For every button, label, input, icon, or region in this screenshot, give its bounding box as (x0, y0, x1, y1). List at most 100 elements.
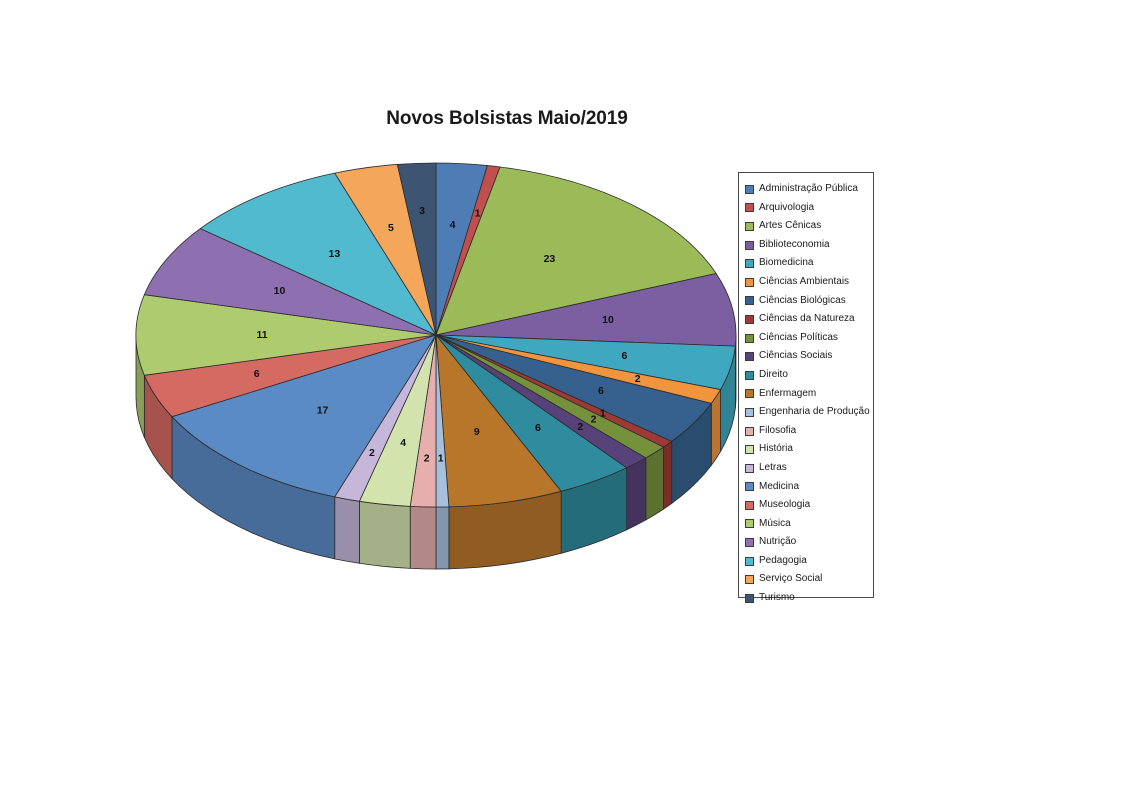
legend-item[interactable]: Nutrição (745, 533, 873, 552)
legend-item[interactable]: História (745, 440, 873, 459)
pie-slice-side (645, 446, 664, 521)
legend-item-label: Ciências Ambientais (759, 275, 850, 287)
pie-slice-value-label: 6 (254, 368, 260, 380)
legend-color-swatch (745, 203, 754, 213)
legend-color-swatch (745, 407, 754, 417)
pie-slice[interactable] (143, 228, 437, 336)
legend-color-swatch (745, 575, 754, 585)
legend-item-label: Música (759, 517, 791, 529)
legend-item[interactable]: Engenharia de Produção (745, 403, 873, 422)
pie-slice-side (626, 457, 647, 531)
legend-item[interactable]: Biomedicina (745, 254, 873, 273)
legend-color-swatch (745, 426, 754, 436)
pie-slice-value-label: 2 (424, 453, 430, 465)
legend-item[interactable]: Artes Cênicas (745, 217, 873, 236)
pie-slice-value-label: 10 (274, 285, 286, 297)
legend-item-label: Engenharia de Produção (759, 406, 870, 418)
pie-slice-value-label: 23 (544, 253, 556, 265)
pie-slice-value-label: 10 (602, 314, 614, 326)
legend-color-swatch (745, 259, 754, 269)
pie-slice[interactable] (435, 166, 717, 336)
pie-slice-value-label: 5 (388, 222, 394, 234)
legend-item[interactable]: Turismo (745, 589, 873, 608)
legend-color-swatch (745, 519, 754, 529)
legend-item[interactable]: Ciências Políticas (745, 329, 873, 348)
pie-slice-value-label: 6 (621, 350, 627, 362)
legend-item[interactable]: Ciências Sociais (745, 347, 873, 366)
pie-slice-side (663, 440, 673, 510)
pie-slice[interactable] (435, 273, 737, 347)
legend-item-label: Arquivologia (759, 201, 815, 213)
pie-slice[interactable] (199, 172, 438, 336)
legend-color-swatch (745, 389, 754, 399)
legend-item-label: Ciências Políticas (759, 331, 838, 343)
legend-color-swatch (745, 463, 754, 473)
legend-item[interactable]: Música (745, 515, 873, 534)
pie-slice[interactable] (396, 162, 437, 336)
legend-color-swatch (745, 538, 754, 548)
legend-item-label: História (759, 443, 793, 455)
legend-item-label: Direito (759, 368, 788, 380)
pie-slice-value-label: 4 (450, 219, 456, 231)
legend-item-label: Artes Cênicas (759, 220, 822, 232)
legend-color-swatch (745, 556, 754, 566)
legend-item[interactable]: Administração Pública (745, 180, 873, 199)
pie-slice-side (358, 500, 411, 569)
pie-slice-value-label: 13 (328, 248, 340, 260)
legend-item-label: Ciências Sociais (759, 350, 833, 362)
legend-item-label: Pedagogia (759, 554, 807, 566)
pie-slice-value-label: 1 (438, 453, 444, 465)
legend-item[interactable]: Ciências Biológicas (745, 292, 873, 311)
legend-item-label: Medicina (759, 480, 800, 492)
legend-item[interactable]: Medicina (745, 478, 873, 497)
legend-item[interactable]: Museologia (745, 496, 873, 515)
pie-slice-value-label: 3 (419, 205, 425, 217)
pie-slice[interactable] (171, 334, 437, 498)
pie-slice-value-label: 2 (369, 447, 375, 459)
legend-color-swatch (745, 184, 754, 194)
pie-slice-value-label: 9 (474, 426, 480, 438)
legend-item[interactable]: Enfermagem (745, 385, 873, 404)
pie-slice-value-label: 2 (577, 421, 583, 433)
legend-color-swatch (745, 240, 754, 250)
legend-item[interactable]: Serviço Social (745, 570, 873, 589)
legend-item-label: Letras (759, 461, 787, 473)
legend-item[interactable]: Filosofia (745, 422, 873, 441)
legend-item-label: Enfermagem (759, 387, 817, 399)
legend-item-label: Turismo (759, 592, 795, 604)
legend-item-label: Filosofia (759, 424, 797, 436)
legend-item-label: Nutrição (759, 536, 797, 548)
pie-slice[interactable] (135, 294, 437, 376)
legend-item-label: Ciências Biológicas (759, 294, 846, 306)
legend-item[interactable]: Ciências Ambientais (745, 273, 873, 292)
pie-slice[interactable] (435, 333, 562, 508)
legend-item[interactable]: Ciências da Natureza (745, 310, 873, 329)
legend-item[interactable]: Pedagogia (745, 552, 873, 571)
chart-title: Novos Bolsistas Maio/2019 (386, 108, 628, 129)
pie-slice-value-label: 1 (600, 407, 606, 419)
pie-slice-value-label: 17 (317, 404, 329, 416)
legend-color-swatch (745, 370, 754, 380)
legend-color-swatch (745, 482, 754, 492)
pie-slice-value-label: 6 (598, 385, 604, 397)
pie-slice-side (409, 505, 437, 570)
legend-color-swatch (745, 352, 754, 362)
legend-color-swatch (745, 333, 754, 343)
pie-3d-sides (135, 334, 737, 570)
legend-item-label: Ciências da Natureza (759, 313, 855, 325)
legend-color-swatch (745, 221, 754, 231)
legend-item[interactable]: Biblioteconomia (745, 236, 873, 255)
legend-item-label: Biomedicina (759, 257, 814, 269)
pie-slice-value-label: 2 (591, 413, 597, 425)
chart-legend: Administração Pública Arquivologia Artes C… (738, 172, 874, 603)
legend-color-swatch (745, 314, 754, 324)
legend-color-swatch (745, 500, 754, 510)
legend-item-label: Biblioteconomia (759, 238, 830, 250)
legend-item[interactable]: Direito (745, 366, 873, 385)
legend-item[interactable]: Letras (745, 459, 873, 478)
legend-color-swatch (745, 445, 754, 455)
pie-slice-value-label: 4 (400, 437, 406, 449)
legend-item[interactable]: Arquivologia (745, 199, 873, 218)
